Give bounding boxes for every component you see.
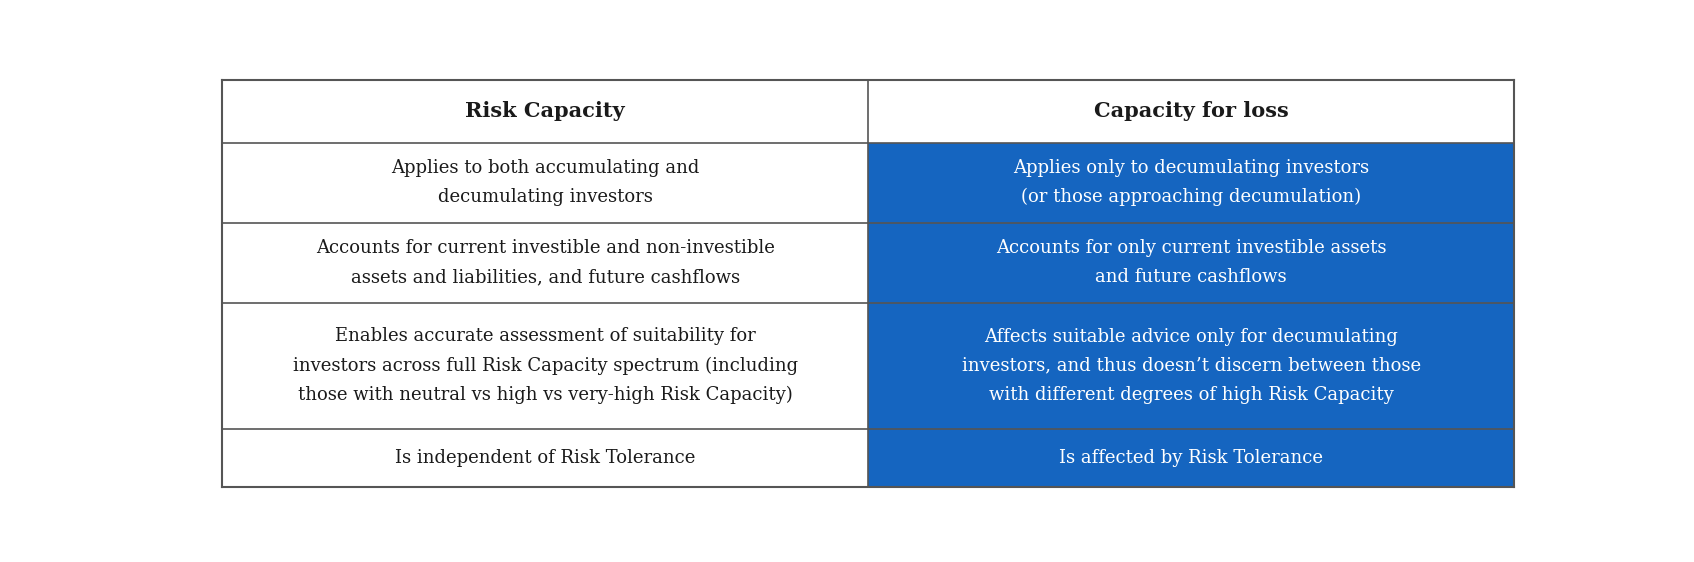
Bar	[869, 303, 1514, 429]
Bar	[869, 223, 1514, 303]
Bar	[222, 429, 869, 487]
Text: Affects suitable advice only for decumulating
investors, and thus doesn’t discer: Affects suitable advice only for decumul…	[962, 328, 1421, 404]
Text: Risk Capacity: Risk Capacity	[466, 102, 625, 121]
Bar	[222, 223, 869, 303]
Text: Accounts for current investible and non-investible
assets and liabilities, and f: Accounts for current investible and non-…	[315, 239, 774, 286]
Text: Enables accurate assessment of suitability for
investors across full Risk Capaci: Enables accurate assessment of suitabili…	[293, 327, 798, 404]
Bar	[869, 429, 1514, 487]
Bar	[222, 143, 869, 223]
Text: Capacity for loss: Capacity for loss	[1094, 102, 1289, 121]
Text: Is affected by Risk Tolerance: Is affected by Risk Tolerance	[1059, 449, 1323, 467]
Bar	[869, 143, 1514, 223]
Text: Applies only to decumulating investors
(or those approaching decumulation): Applies only to decumulating investors (…	[1013, 158, 1369, 206]
Text: Applies to both accumulating and
decumulating investors: Applies to both accumulating and decumul…	[391, 159, 700, 206]
Bar	[222, 303, 869, 429]
Text: Accounts for only current investible assets
and future cashflows: Accounts for only current investible ass…	[996, 239, 1386, 286]
Bar	[869, 80, 1514, 143]
Bar	[222, 80, 869, 143]
Text: Is independent of Risk Tolerance: Is independent of Risk Tolerance	[395, 449, 696, 467]
